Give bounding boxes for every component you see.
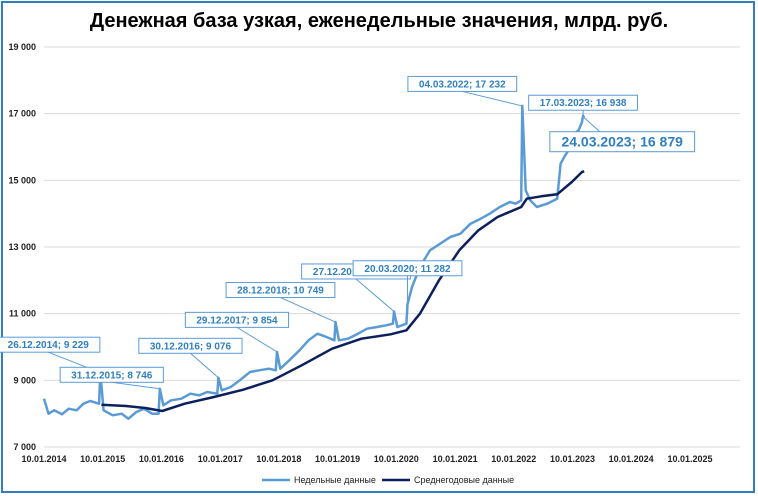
y-tick-label: 11 000	[9, 309, 36, 319]
annotation-box	[59, 366, 164, 383]
annotation-label: 31.12.2015; 8 746	[71, 370, 153, 381]
annotation-box	[184, 311, 290, 328]
x-tick-label: 10.01.2022	[491, 454, 536, 464]
annotation-label: 17.03.2023; 16 938	[540, 98, 627, 109]
y-tick-label: 9 000	[13, 375, 36, 385]
annotation-box	[0, 336, 101, 353]
annotation-leader	[462, 90, 523, 107]
y-tick-label: 17 000	[8, 109, 36, 119]
x-tick-label: 10.01.2021	[433, 454, 478, 464]
annotation-label: 28.12.2018; 10 749	[237, 286, 324, 297]
x-tick-label: 10.01.2017	[198, 454, 243, 464]
annotation-leader	[280, 297, 336, 323]
chart-title: Денежная база узкая, еженедельные значен…	[89, 10, 669, 32]
x-tick-label: 10.01.2016	[139, 454, 184, 464]
x-tick-label: 10.01.2025	[667, 454, 712, 464]
annotation-leader	[355, 278, 395, 312]
x-tick-label: 10.01.2014	[21, 454, 66, 464]
annotation-label: 24.03.2023; 16 879	[561, 134, 683, 150]
annotation-label: 20.03.2020; 11 282	[364, 264, 451, 275]
x-tick-label: 10.01.2015	[80, 454, 125, 464]
annotation-label: 30.12.2016; 9 076	[150, 341, 232, 352]
x-tick-label: 10.01.2024	[609, 454, 654, 464]
annotation-box	[225, 282, 336, 299]
x-tick-label: 10.01.2023	[550, 454, 595, 464]
annotation-label: 29.12.2017; 9 854	[196, 315, 278, 326]
x-tick-label: 10.01.2020	[374, 454, 419, 464]
y-tick-label: 19 000	[8, 42, 36, 52]
annotation-box	[138, 337, 243, 354]
annotation-box	[352, 260, 463, 277]
annual-average-line	[101, 170, 585, 413]
y-tick-label: 13 000	[8, 242, 36, 252]
x-tick-label: 10.01.2019	[315, 454, 360, 464]
y-tick-label: 7 000	[13, 442, 36, 452]
weekly-data-line	[42, 104, 586, 420]
legend-label: Среднегодовые данные	[414, 475, 514, 485]
y-tick-label: 15 000	[8, 175, 36, 185]
annotation-leader	[190, 352, 219, 379]
annotation-label: 04.03.2022; 17 232	[419, 79, 506, 90]
annotation-label: 26.12.2014; 9 229	[8, 340, 90, 351]
annotation-leader	[111, 381, 160, 390]
legend-label: Недельные данные	[294, 475, 376, 485]
annotation-box	[407, 75, 518, 92]
annotation-box	[549, 131, 696, 153]
annotation-leader	[236, 326, 278, 353]
x-tick-label: 10.01.2018	[256, 454, 301, 464]
annotation-box	[528, 94, 638, 111]
